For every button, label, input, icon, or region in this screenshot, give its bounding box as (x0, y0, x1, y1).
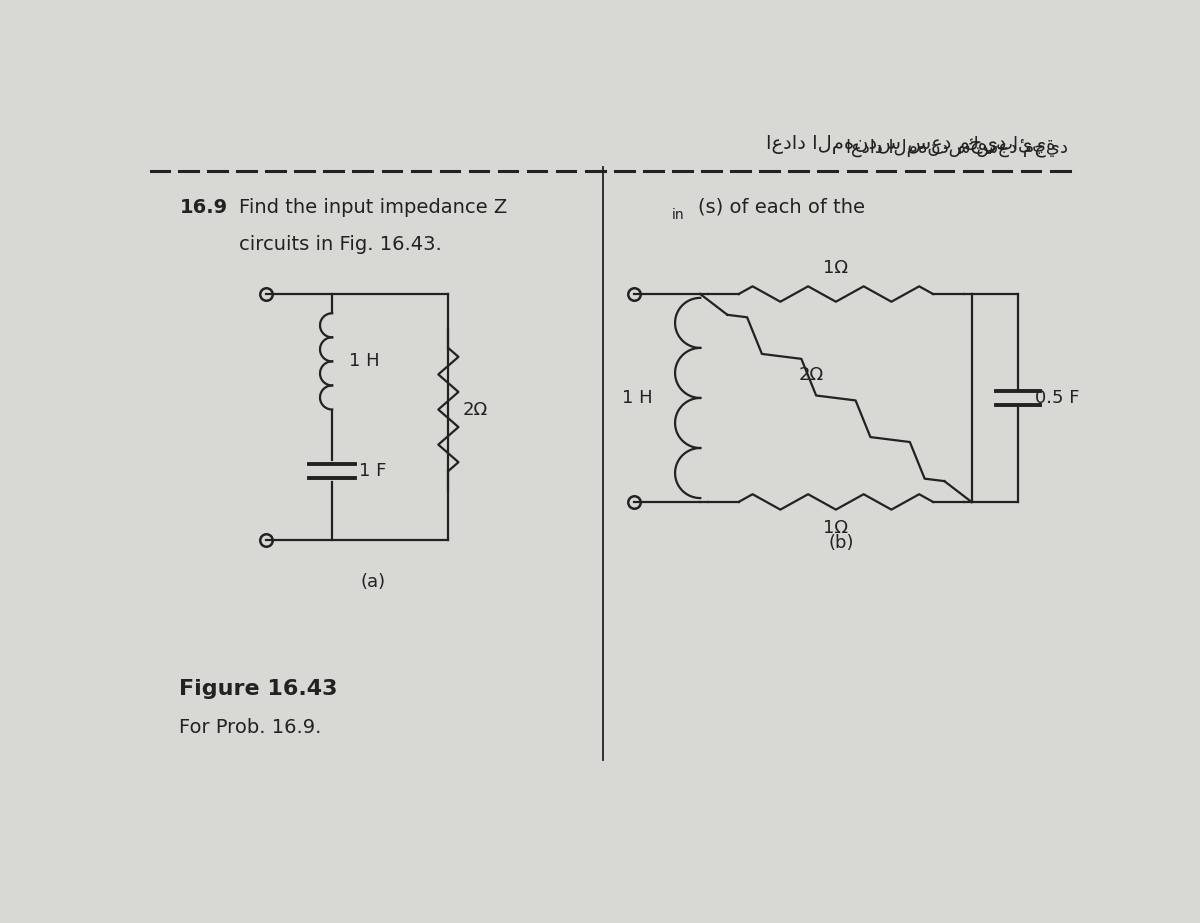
Text: Figure 16.43: Figure 16.43 (180, 679, 338, 699)
Text: in: in (672, 208, 684, 222)
Text: 16.9: 16.9 (180, 198, 228, 217)
Text: اعداد المهندس سعد مجيد: اعداد المهندس سعد مجيد (846, 138, 1068, 157)
Text: 1 H: 1 H (349, 353, 379, 370)
Text: (a): (a) (360, 573, 385, 591)
Text: اعداد المهندس سعد مجيد: اعداد المهندس سعد مجيد (766, 135, 1007, 154)
Text: 1Ω: 1Ω (823, 519, 848, 537)
Text: Find the input impedance Z: Find the input impedance Z (239, 198, 508, 217)
Text: كهربائية: كهربائية (964, 136, 1057, 153)
Text: كهربائية: كهربائية (990, 140, 1068, 155)
Text: 2Ω: 2Ω (462, 401, 487, 418)
Text: (b): (b) (829, 534, 854, 552)
Text: 1 F: 1 F (359, 462, 386, 480)
Text: 2Ω: 2Ω (799, 366, 824, 384)
Text: 0.5 F: 0.5 F (1036, 389, 1080, 407)
Text: (s) of each of the: (s) of each of the (698, 198, 865, 217)
Text: circuits in Fig. 16.43.: circuits in Fig. 16.43. (239, 234, 442, 254)
Text: 1 H: 1 H (622, 389, 653, 407)
Text: 1Ω: 1Ω (823, 259, 848, 277)
Text: For Prob. 16.9.: For Prob. 16.9. (180, 717, 322, 737)
